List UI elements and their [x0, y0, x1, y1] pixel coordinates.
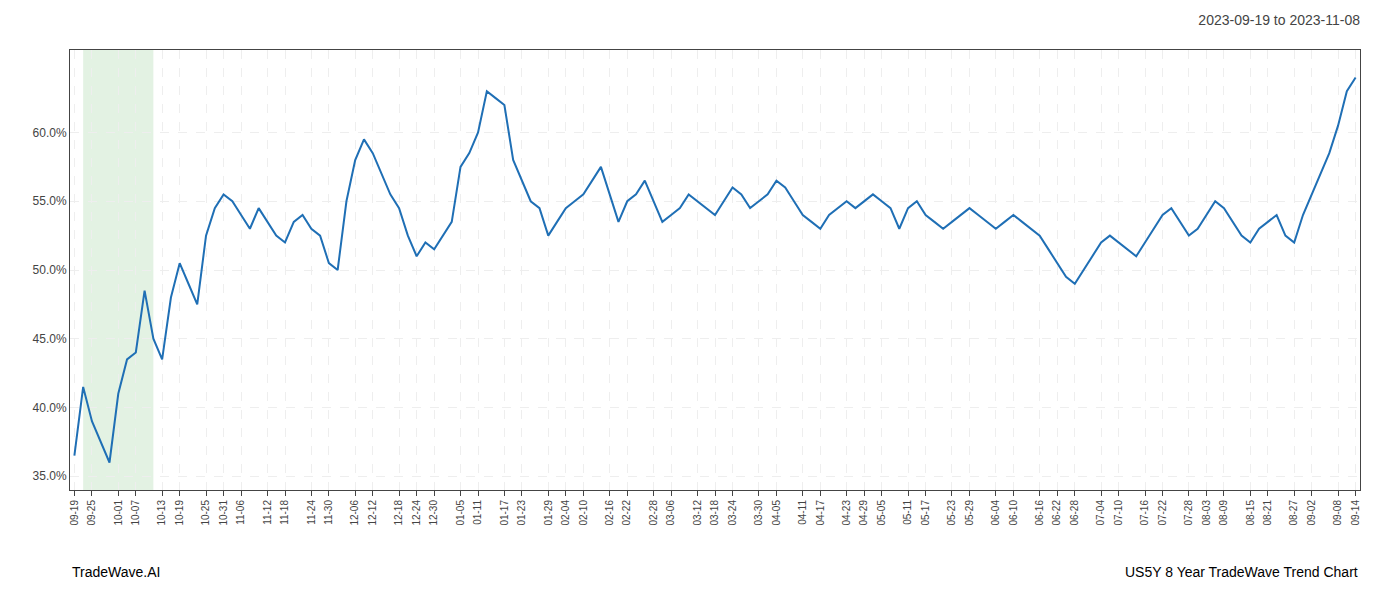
svg-text:09-19: 09-19: [69, 500, 80, 526]
svg-text:05-17: 05-17: [920, 500, 931, 526]
svg-text:60.0%: 60.0%: [33, 126, 67, 140]
svg-text:02-22: 02-22: [621, 500, 632, 526]
svg-text:05-29: 05-29: [964, 500, 975, 526]
svg-text:40.0%: 40.0%: [33, 401, 67, 415]
svg-text:12-06: 12-06: [349, 500, 360, 526]
svg-text:10-01: 10-01: [113, 500, 124, 526]
svg-text:US5Y 8 Year TradeWave Trend Ch: US5Y 8 Year TradeWave Trend Chart: [1125, 564, 1358, 580]
svg-text:2023-09-19 to 2023-11-08: 2023-09-19 to 2023-11-08: [1198, 12, 1360, 28]
svg-text:10-13: 10-13: [156, 500, 167, 526]
svg-text:04-23: 04-23: [841, 500, 852, 526]
svg-text:02-04: 02-04: [560, 500, 571, 526]
svg-text:05-23: 05-23: [946, 500, 957, 526]
svg-text:01-23: 01-23: [516, 500, 527, 526]
svg-text:07-22: 07-22: [1157, 500, 1168, 526]
svg-text:03-24: 03-24: [727, 500, 738, 526]
svg-text:08-15: 08-15: [1245, 500, 1256, 526]
svg-text:01-11: 01-11: [472, 500, 483, 525]
svg-text:02-16: 02-16: [604, 500, 615, 526]
svg-text:07-28: 07-28: [1183, 500, 1194, 526]
svg-text:09-02: 09-02: [1306, 500, 1317, 526]
svg-text:07-16: 07-16: [1139, 500, 1150, 526]
svg-text:11-12: 11-12: [262, 500, 273, 525]
svg-text:06-16: 06-16: [1034, 500, 1045, 526]
svg-text:55.0%: 55.0%: [33, 194, 67, 208]
svg-text:03-30: 03-30: [753, 500, 764, 526]
svg-text:01-05: 01-05: [455, 500, 466, 526]
svg-text:04-17: 04-17: [815, 500, 826, 526]
svg-text:09-14: 09-14: [1350, 500, 1361, 526]
svg-text:08-27: 08-27: [1288, 500, 1299, 526]
svg-text:10-31: 10-31: [218, 500, 229, 526]
svg-text:07-10: 07-10: [1113, 500, 1124, 526]
svg-text:12-18: 12-18: [393, 500, 404, 526]
svg-text:05-11: 05-11: [902, 500, 913, 525]
svg-text:08-21: 08-21: [1262, 500, 1273, 526]
svg-text:35.0%: 35.0%: [33, 469, 67, 483]
svg-text:03-06: 03-06: [665, 500, 676, 526]
svg-text:08-03: 08-03: [1201, 500, 1212, 526]
svg-text:10-25: 10-25: [200, 500, 211, 526]
svg-text:45.0%: 45.0%: [33, 332, 67, 346]
svg-text:12-12: 12-12: [367, 500, 378, 526]
svg-text:01-17: 01-17: [499, 500, 510, 526]
svg-text:06-22: 06-22: [1051, 500, 1062, 526]
svg-text:02-10: 02-10: [578, 500, 589, 526]
svg-text:11-18: 11-18: [279, 500, 290, 525]
svg-text:11-06: 11-06: [235, 500, 246, 525]
svg-text:11-30: 11-30: [323, 500, 334, 525]
svg-text:03-12: 03-12: [692, 500, 703, 526]
svg-text:10-19: 10-19: [174, 500, 185, 526]
svg-text:06-28: 06-28: [1069, 500, 1080, 526]
svg-text:07-04: 07-04: [1095, 500, 1106, 526]
svg-text:11-24: 11-24: [306, 500, 317, 525]
svg-text:50.0%: 50.0%: [33, 263, 67, 277]
svg-text:06-04: 06-04: [990, 500, 1001, 526]
svg-text:04-29: 04-29: [858, 500, 869, 526]
svg-text:02-28: 02-28: [648, 500, 659, 526]
svg-text:01-29: 01-29: [543, 500, 554, 526]
svg-text:09-08: 09-08: [1332, 500, 1343, 526]
svg-text:04-11: 04-11: [797, 500, 808, 525]
svg-text:TradeWave.AI: TradeWave.AI: [72, 564, 160, 580]
svg-text:05-05: 05-05: [876, 500, 887, 526]
svg-text:09-25: 09-25: [86, 500, 97, 526]
svg-text:10-07: 10-07: [130, 500, 141, 526]
svg-text:04-05: 04-05: [771, 500, 782, 526]
svg-text:03-18: 03-18: [709, 500, 720, 526]
svg-text:12-24: 12-24: [411, 500, 422, 526]
svg-text:12-30: 12-30: [428, 500, 439, 526]
svg-text:08-09: 08-09: [1218, 500, 1229, 526]
svg-text:06-10: 06-10: [1008, 500, 1019, 526]
